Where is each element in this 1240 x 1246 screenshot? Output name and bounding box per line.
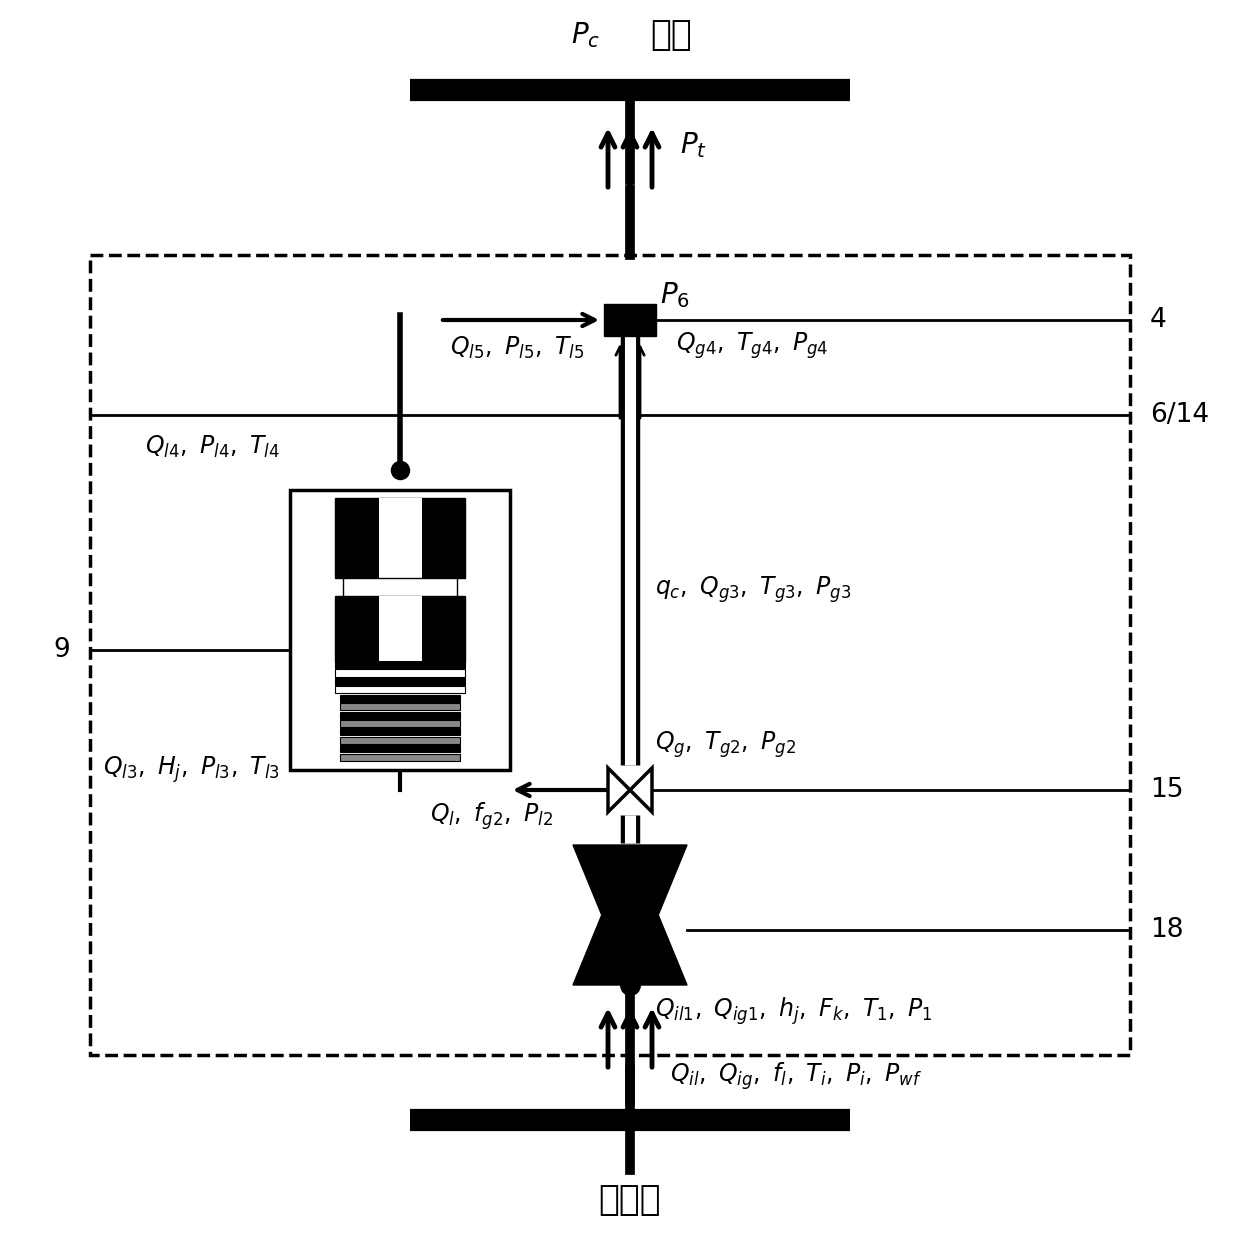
Text: 15: 15 <box>1149 778 1183 802</box>
Text: $P_6$: $P_6$ <box>660 280 689 310</box>
Bar <box>335 669 465 677</box>
Bar <box>340 745 460 753</box>
Text: $P_t$: $P_t$ <box>680 130 707 159</box>
Text: $Q_l,\ f_{g2},\ P_{l2}$: $Q_l,\ f_{g2},\ P_{l2}$ <box>430 800 553 831</box>
Bar <box>335 678 465 685</box>
Bar <box>379 498 422 578</box>
Text: $Q_{l3},\ H_j,\ P_{l3},\ T_{l3}$: $Q_{l3},\ H_j,\ P_{l3},\ T_{l3}$ <box>103 754 280 785</box>
Bar <box>340 695 460 701</box>
Text: 18: 18 <box>1149 917 1183 943</box>
Text: 产出层: 产出层 <box>599 1182 661 1217</box>
Bar <box>335 687 465 694</box>
Text: 6/14: 6/14 <box>1149 402 1209 427</box>
Text: $Q_{il},\ Q_{ig},\ f_l,\ T_i,\ P_i,\ P_{wf}$: $Q_{il},\ Q_{ig},\ f_l,\ T_i,\ P_i,\ P_{… <box>670 1060 923 1091</box>
Text: $q_c,\ Q_{g3},\ T_{g3},\ P_{g3}$: $q_c,\ Q_{g3},\ T_{g3},\ P_{g3}$ <box>655 574 852 606</box>
Bar <box>379 596 422 660</box>
Bar <box>335 498 465 578</box>
Bar <box>340 703 460 710</box>
Text: 4: 4 <box>1149 307 1167 333</box>
Bar <box>340 736 460 744</box>
Bar <box>335 596 465 660</box>
Bar <box>340 754 460 761</box>
Text: $Q_g,\ T_{g2},\ P_{g2}$: $Q_g,\ T_{g2},\ P_{g2}$ <box>655 730 796 760</box>
Polygon shape <box>573 895 687 986</box>
Bar <box>340 711 460 719</box>
Text: $Q_{g4},\ T_{g4},\ P_{g4}$: $Q_{g4},\ T_{g4},\ P_{g4}$ <box>676 330 828 360</box>
Text: $P_c$: $P_c$ <box>570 20 600 50</box>
Bar <box>604 304 656 336</box>
Bar <box>340 720 460 728</box>
Text: $Q_{l5},\ P_{l5},\ T_{l5}$: $Q_{l5},\ P_{l5},\ T_{l5}$ <box>450 335 584 361</box>
Text: $Q_{l4},\ P_{l4},\ T_{l4}$: $Q_{l4},\ P_{l4},\ T_{l4}$ <box>145 434 280 460</box>
Bar <box>343 578 458 596</box>
Polygon shape <box>573 845 687 934</box>
Bar <box>91 255 1130 1055</box>
Bar <box>335 660 465 668</box>
Bar <box>340 729 460 735</box>
Text: $Q_{il1},\ Q_{ig1},\ h_j,\ F_k,\ T_1,\ P_1$: $Q_{il1},\ Q_{ig1},\ h_j,\ F_k,\ T_1,\ P… <box>655 996 932 1027</box>
Text: 井口: 井口 <box>650 17 692 52</box>
Bar <box>290 490 510 770</box>
Polygon shape <box>630 768 652 812</box>
Polygon shape <box>608 768 630 812</box>
Text: 9: 9 <box>53 637 69 663</box>
